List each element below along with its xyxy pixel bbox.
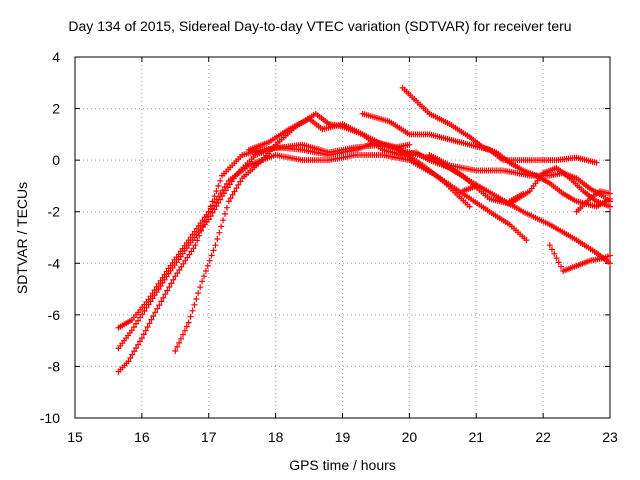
data-point-markers: [426, 152, 613, 205]
y-axis-label: SDTVAR / TECUs: [14, 181, 30, 295]
x-tick-label: 16: [134, 429, 150, 445]
series-track-11: [506, 190, 527, 205]
y-tick-label: -10: [40, 410, 60, 426]
x-tick-label: 23: [602, 429, 618, 445]
y-tick-label: 4: [52, 49, 60, 65]
x-tick: 15: [67, 57, 83, 445]
x-tick: 18: [268, 57, 284, 445]
x-tick-label: 21: [468, 429, 484, 445]
y-tick-label: 0: [52, 152, 60, 168]
y-tick: 2: [52, 101, 610, 117]
data-point-markers: [399, 84, 613, 210]
series-track-3: [115, 141, 613, 331]
grid: [75, 57, 610, 418]
data-series: [115, 84, 613, 375]
series-track-8: [426, 152, 613, 205]
y-tick: -2: [48, 204, 610, 220]
y-tick-label: -2: [48, 204, 61, 220]
y-tick: 0: [52, 152, 610, 168]
x-tick: 17: [201, 57, 217, 445]
x-axis-label: GPS time / hours: [289, 457, 396, 473]
x-tick: 23: [602, 57, 618, 445]
series-track-12: [459, 182, 480, 195]
x-tick-label: 18: [268, 429, 284, 445]
x-tick-label: 17: [201, 429, 217, 445]
series-track-2: [115, 139, 473, 352]
data-point-markers: [506, 190, 527, 205]
data-point-markers: [115, 139, 473, 352]
x-tick-label: 22: [535, 429, 551, 445]
y-tick: -10: [40, 410, 610, 426]
y-tick: -6: [48, 307, 610, 323]
y-tick-label: -8: [48, 358, 61, 374]
x-tick: 20: [402, 57, 418, 445]
x-tick: 22: [535, 57, 551, 445]
data-point-markers: [459, 182, 480, 195]
x-tick: 16: [134, 57, 150, 445]
x-tick: 21: [468, 57, 484, 445]
x-tick-label: 19: [335, 429, 351, 445]
y-tick-label: -4: [48, 255, 61, 271]
x-axis-ticks: 15 16 17 18 19 20 21 22 23: [67, 57, 618, 445]
data-point-markers: [115, 141, 613, 331]
y-tick-label: -6: [48, 307, 61, 323]
series-track-7: [399, 84, 613, 210]
y-axis-ticks: -10 -8 -6 -4 -2 0 2 4: [40, 49, 610, 426]
series-track-9: [546, 242, 613, 274]
series-track-10: [573, 188, 613, 215]
data-point-markers: [573, 188, 613, 215]
y-tick: 4: [52, 49, 610, 65]
data-point-markers: [546, 242, 613, 274]
x-tick: 19: [335, 57, 351, 445]
y-tick: -8: [48, 358, 610, 374]
x-tick-label: 20: [402, 429, 418, 445]
chart-title: Day 134 of 2015, Sidereal Day-to-day VTE…: [68, 18, 572, 34]
x-tick-label: 15: [67, 429, 83, 445]
y-tick-label: 2: [52, 101, 60, 117]
